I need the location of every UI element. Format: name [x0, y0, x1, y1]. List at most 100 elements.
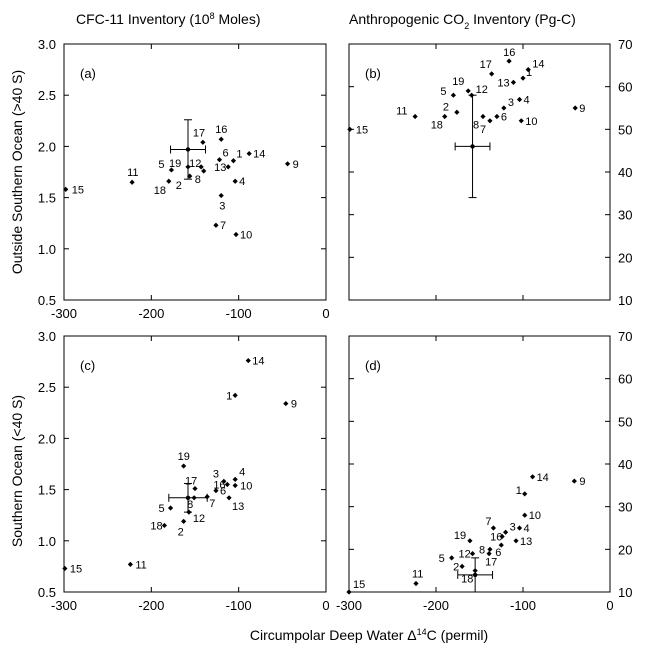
data-point	[442, 113, 448, 120]
errorbar-center	[185, 495, 191, 500]
data-point-label: 2	[178, 526, 184, 538]
data-point	[127, 561, 133, 567]
y-tick-label: 30	[618, 500, 632, 515]
data-point	[499, 533, 505, 540]
data-point-label: 19	[169, 158, 181, 170]
data-point	[129, 179, 135, 185]
data-point-label: 14	[532, 59, 544, 71]
data-point-label: 5	[440, 86, 446, 98]
errorbar-center	[185, 147, 191, 152]
data-point-label: 13	[214, 162, 226, 174]
data-point-label: 6	[501, 112, 507, 124]
y-tick-label: 10	[618, 293, 632, 308]
data-point-label: 6	[220, 486, 226, 498]
data-point-label: 15	[70, 563, 82, 575]
data-point	[572, 105, 578, 111]
data-point	[522, 512, 528, 518]
data-point-label: 10	[240, 229, 252, 241]
y-tick-label: 20	[618, 542, 632, 557]
data-point	[513, 538, 519, 544]
data-point	[494, 113, 500, 120]
data-point	[472, 568, 478, 574]
left-column-title: CFC-11 Inventory (108 Moles)	[76, 11, 261, 27]
data-point-label: 4	[239, 466, 245, 478]
data-point	[167, 505, 174, 511]
data-point	[232, 476, 238, 482]
x-tick-label: -300	[51, 306, 77, 321]
data-point	[213, 222, 219, 228]
x-tick-label: -300	[336, 598, 362, 613]
data-point	[187, 173, 193, 179]
panel-label: (d)	[365, 358, 381, 373]
data-point-label: 9	[579, 476, 585, 488]
data-point	[465, 88, 471, 94]
data-point	[204, 494, 210, 500]
data-point	[221, 478, 227, 485]
data-point	[232, 482, 238, 489]
data-point-label: 1	[526, 67, 532, 79]
data-point-label: 8	[473, 120, 479, 132]
data-point-label: 3	[508, 97, 514, 109]
data-point-label: 16	[490, 532, 502, 544]
data-point	[284, 161, 291, 167]
data-point-label: 10	[529, 510, 541, 522]
data-point-label: 14	[252, 356, 264, 368]
data-point	[181, 463, 187, 469]
y-tick-label: 3.0	[38, 329, 56, 344]
data-point	[216, 157, 223, 163]
data-point-label: 19	[454, 530, 466, 542]
plot-frame	[348, 43, 611, 301]
x-axis-label: Circumpolar Deep Water Δ14C (permil)	[250, 627, 488, 643]
y-tick-label: 0.5	[38, 585, 56, 600]
data-point-label: 2	[453, 561, 459, 573]
data-point	[450, 92, 456, 98]
data-point	[225, 164, 231, 170]
data-point-label: 18	[431, 120, 443, 132]
data-point	[201, 168, 207, 174]
data-point	[486, 551, 492, 557]
x-tick-label: -100	[510, 598, 536, 613]
data-point-label: 12	[476, 84, 488, 96]
data-point-label: 2	[443, 101, 449, 113]
data-point-label: 12	[189, 158, 201, 170]
bottom-row-y-label: Southern Ocean (<40 S)	[9, 395, 25, 547]
data-point	[191, 495, 197, 501]
data-point	[232, 178, 238, 184]
data-point	[510, 79, 517, 85]
data-point	[454, 109, 460, 115]
data-point-label: 5	[159, 503, 165, 515]
top-row-y-label: Outside Southern Ocean (>40 S)	[9, 70, 25, 274]
data-point-label: 14	[253, 149, 265, 161]
y-tick-label: 1.0	[38, 534, 56, 549]
y-tick-label: 2.5	[38, 380, 56, 395]
y-tick-label: 0.5	[38, 293, 56, 308]
data-point-label: 11	[396, 106, 407, 118]
data-point	[168, 167, 175, 173]
data-point	[218, 192, 224, 199]
y-tick-label: 30	[618, 208, 632, 223]
data-point-label: 3	[510, 521, 516, 533]
data-point-label: 12	[193, 513, 205, 525]
x-tick-label: -100	[226, 598, 252, 613]
data-point	[218, 136, 224, 142]
data-point-label: 10	[525, 116, 537, 128]
y-tick-label: 2.5	[38, 88, 56, 103]
data-point-label: 3	[213, 468, 219, 480]
data-point	[413, 580, 419, 587]
data-point	[213, 488, 219, 494]
data-point-label: 13	[232, 501, 244, 513]
x-tick-label: -200	[138, 598, 164, 613]
data-point-label: 12	[459, 549, 471, 561]
data-point	[506, 58, 512, 64]
data-point	[226, 495, 232, 501]
data-point	[525, 67, 531, 73]
data-point-label: 17	[480, 59, 492, 71]
data-point-label: 8	[187, 499, 193, 511]
y-tick-label: 40	[618, 457, 632, 472]
data-point	[192, 485, 198, 492]
data-point	[181, 518, 187, 524]
data-point-label: 10	[240, 481, 252, 493]
y-tick-label: 3.0	[38, 37, 56, 52]
data-point	[469, 92, 475, 98]
